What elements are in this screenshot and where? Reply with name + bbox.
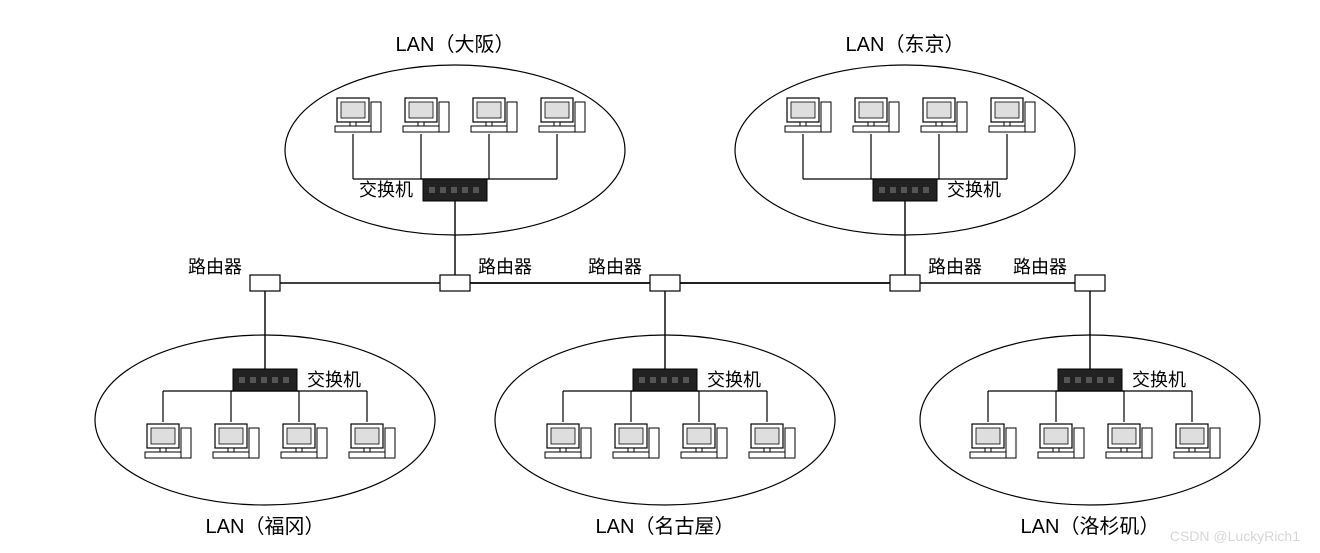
router-label: 路由器 [1013,257,1067,277]
router-label: 路由器 [928,257,982,277]
switch-label: 交换机 [359,180,413,200]
lan-title: LAN（福冈） [206,515,325,538]
switch-label: 交换机 [1132,370,1186,390]
switch-label: 交换机 [707,370,761,390]
network-diagram: LAN（大阪） 交换机 LAN（东京） 交换机 LAN（福冈） 交换机 LAN（名古屋） 交换… [0,0,1320,553]
lan-title: LAN（洛杉矶） [1021,515,1160,538]
lan-title: LAN（大阪） [396,33,515,56]
router-label: 路由器 [588,257,642,277]
router-label: 路由器 [478,257,532,277]
switch-label: 交换机 [947,180,1001,200]
lan-title: LAN（名古屋） [596,515,735,538]
lan-title: LAN（东京） [846,33,965,56]
router-label: 路由器 [188,257,242,277]
watermark: CSDN @LuckyRich1 [1170,528,1300,544]
switch-label: 交换机 [307,370,361,390]
